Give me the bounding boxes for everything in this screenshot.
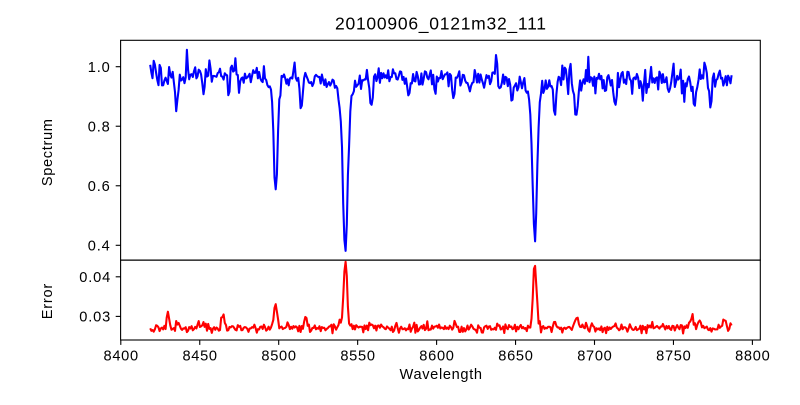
svg-text:8400: 8400 bbox=[104, 349, 139, 365]
svg-text:0.6: 0.6 bbox=[88, 179, 110, 195]
svg-text:0.8: 0.8 bbox=[88, 119, 110, 135]
svg-text:8450: 8450 bbox=[182, 349, 217, 365]
svg-text:Error: Error bbox=[40, 284, 56, 320]
svg-text:8650: 8650 bbox=[498, 349, 533, 365]
svg-text:0.04: 0.04 bbox=[79, 270, 110, 286]
svg-text:8550: 8550 bbox=[340, 349, 375, 365]
svg-text:1.0: 1.0 bbox=[88, 60, 110, 76]
svg-text:0.03: 0.03 bbox=[79, 310, 110, 326]
svg-text:Spectrum: Spectrum bbox=[40, 119, 56, 186]
svg-text:8750: 8750 bbox=[656, 349, 691, 365]
svg-text:20100906_0121m32_111: 20100906_0121m32_111 bbox=[335, 13, 546, 34]
svg-text:8500: 8500 bbox=[261, 349, 296, 365]
svg-text:8700: 8700 bbox=[577, 349, 612, 365]
svg-text:0.4: 0.4 bbox=[88, 238, 110, 254]
svg-text:8800: 8800 bbox=[735, 349, 770, 365]
svg-text:8600: 8600 bbox=[419, 349, 454, 365]
svg-text:Wavelength: Wavelength bbox=[400, 367, 483, 383]
